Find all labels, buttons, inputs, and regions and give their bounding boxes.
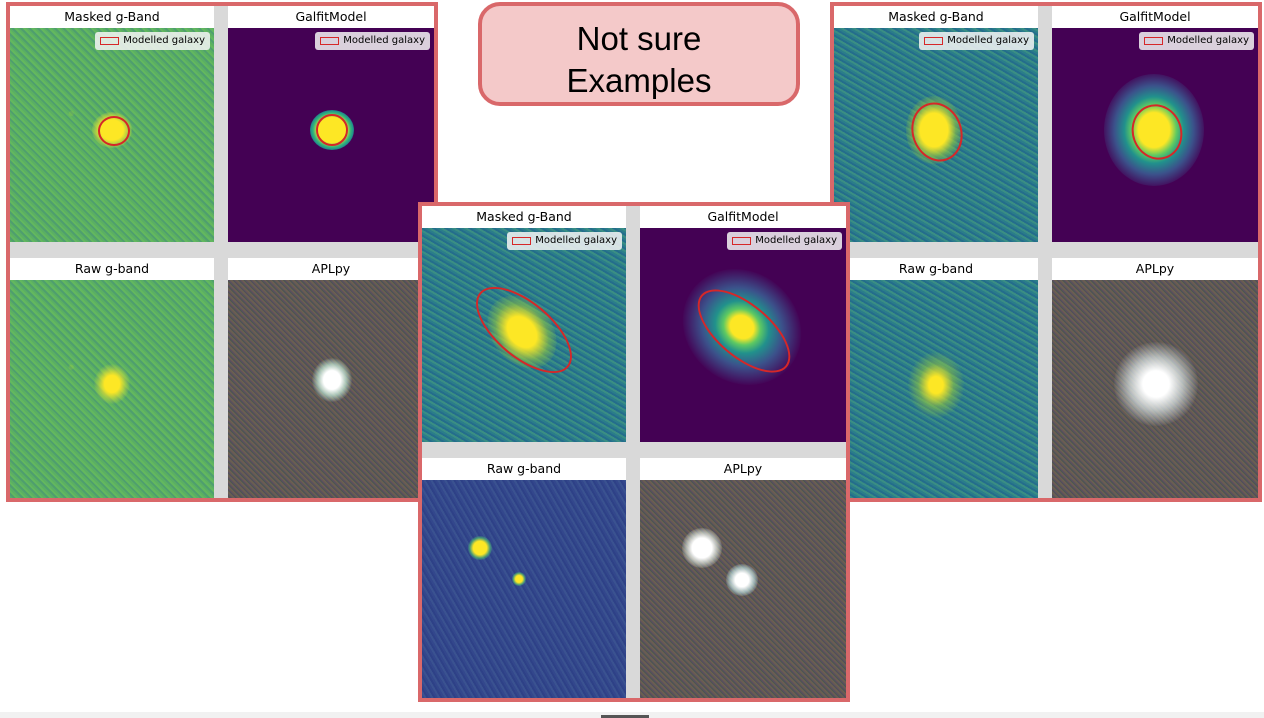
galaxy-blob <box>468 536 492 560</box>
legend-swatch <box>732 237 752 245</box>
galfit-image: Modelled galaxy <box>640 228 846 442</box>
panel-title: APLpy <box>1135 261 1175 276</box>
legend-swatch <box>320 37 340 45</box>
legend-label: Modelled galaxy <box>1167 35 1249 46</box>
legend: Modelled galaxy <box>919 32 1034 50</box>
galaxy-blob <box>512 572 526 586</box>
title-badge: Not sure Examples <box>478 2 800 106</box>
raw-image <box>10 280 214 498</box>
legend-swatch <box>924 37 944 45</box>
panel-title: APLpy <box>311 261 351 276</box>
example-card-right: Masked g-Band Modelled galaxy GalfitMode… <box>830 2 1262 502</box>
panel-masked-g-band: Masked g-Band Modelled galaxy <box>10 6 214 242</box>
galaxy-model <box>1104 74 1204 186</box>
masked-image: Modelled galaxy <box>834 28 1038 242</box>
legend: Modelled galaxy <box>1139 32 1254 50</box>
legend-swatch <box>100 37 120 45</box>
masked-image: Modelled galaxy <box>422 228 626 442</box>
panel-masked-g-band: Masked g-Band Modelled galaxy <box>422 206 626 442</box>
panel-title: GalfitModel <box>295 9 367 24</box>
aplpy-image <box>1052 280 1258 498</box>
legend-label: Modelled galaxy <box>755 235 837 246</box>
galaxy-blob <box>94 364 130 404</box>
panel-raw-g-band: Raw g-band <box>422 458 626 698</box>
galaxy-blob <box>726 564 758 596</box>
legend-swatch <box>1144 37 1164 45</box>
legend-label: Modelled galaxy <box>123 35 205 46</box>
raw-image <box>422 480 626 698</box>
panel-galfit-model: GalfitModel Modelled galaxy <box>228 6 434 242</box>
legend: Modelled galaxy <box>95 32 210 50</box>
galaxy-blob <box>312 358 352 402</box>
legend: Modelled galaxy <box>315 32 430 50</box>
panel-galfit-model: GalfitModel Modelled galaxy <box>1052 6 1258 242</box>
model-ellipse <box>98 116 130 146</box>
legend: Modelled galaxy <box>727 232 842 250</box>
panel-raw-g-band: Raw g-band <box>834 258 1038 498</box>
raw-image <box>834 280 1038 498</box>
panel-title: Masked g-Band <box>476 209 572 224</box>
legend-label: Modelled galaxy <box>947 35 1029 46</box>
model-ellipse <box>316 114 348 146</box>
panel-title: Raw g-band <box>74 261 150 276</box>
example-card-center: Masked g-Band Modelled galaxy GalfitMode… <box>418 202 850 702</box>
panel-raw-g-band: Raw g-band <box>10 258 214 498</box>
panel-title: GalfitModel <box>707 209 779 224</box>
title-line-2: Examples <box>566 62 712 99</box>
panel-title: Raw g-band <box>898 261 974 276</box>
example-card-left: Masked g-Band Modelled galaxy GalfitMode… <box>6 2 438 502</box>
panel-title: GalfitModel <box>1119 9 1191 24</box>
title-line-1: Not sure <box>576 20 702 57</box>
legend: Modelled galaxy <box>507 232 622 250</box>
galaxy-blob <box>1114 342 1198 426</box>
scroll-handle[interactable] <box>601 715 649 718</box>
galaxy-blob <box>682 528 722 568</box>
panel-aplpy: APLpy <box>228 258 434 498</box>
panel-aplpy: APLpy <box>640 458 846 698</box>
aplpy-image <box>228 280 434 498</box>
panel-aplpy: APLpy <box>1052 258 1258 498</box>
panel-title: Raw g-band <box>486 461 562 476</box>
panel-title: Masked g-Band <box>888 9 984 24</box>
galfit-image: Modelled galaxy <box>1052 28 1258 242</box>
masked-image: Modelled galaxy <box>10 28 214 242</box>
panel-galfit-model: GalfitModel Modelled galaxy <box>640 206 846 442</box>
galfit-image: Modelled galaxy <box>228 28 434 242</box>
legend-swatch <box>512 237 532 245</box>
legend-label: Modelled galaxy <box>535 235 617 246</box>
panel-title: Masked g-Band <box>64 9 160 24</box>
galaxy-blob <box>908 352 964 418</box>
panel-title: APLpy <box>723 461 763 476</box>
panel-masked-g-band: Masked g-Band Modelled galaxy <box>834 6 1038 242</box>
legend-label: Modelled galaxy <box>343 35 425 46</box>
galaxy-blob <box>906 96 962 164</box>
model-ellipse <box>461 271 587 389</box>
aplpy-image <box>640 480 846 698</box>
